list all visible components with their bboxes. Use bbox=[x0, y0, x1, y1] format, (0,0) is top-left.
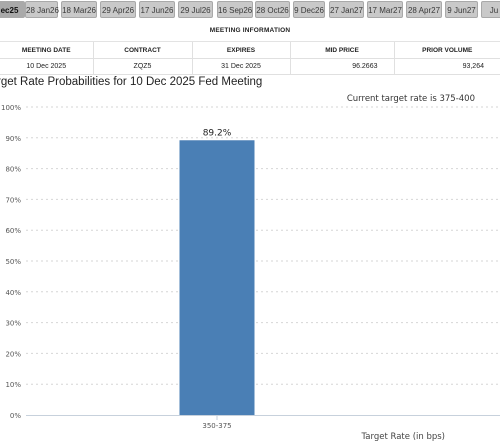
bar-data-label: 89.2% bbox=[203, 128, 232, 138]
cell-expires: 31 Dec 2025 bbox=[192, 58, 291, 75]
table-row: 10 Dec 2025 ZQZ5 31 Dec 2025 96.2663 93,… bbox=[0, 58, 500, 75]
header-prior-volume: PRIOR VOLUME bbox=[394, 42, 500, 59]
chart-grid bbox=[26, 106, 500, 385]
tab-29-apr-26[interactable]: 29 Apr26 bbox=[100, 1, 136, 18]
y-tick-label: 10% bbox=[5, 381, 21, 389]
meeting-information: MEETING INFORMATION MEETING DATE CONTRAC… bbox=[0, 21, 500, 75]
y-tick-label: 50% bbox=[5, 258, 21, 266]
header-expires: EXPIRES bbox=[192, 42, 291, 59]
tab-28-apr-27[interactable]: 28 Apr27 bbox=[406, 1, 442, 18]
tab-16-sep-26[interactable]: 16 Sep26 bbox=[217, 1, 253, 18]
y-axis-ticks: 0% 10% 20% 30% 40% 50% 60% 70% 80% 90% 100% bbox=[1, 104, 21, 420]
header-contract: CONTRACT bbox=[93, 42, 193, 59]
tab-18-mar-26[interactable]: 18 Mar26 bbox=[61, 1, 97, 18]
header-mid-price: MID PRICE bbox=[290, 42, 395, 59]
meeting-date-tabs: ec25 28 Jan26 18 Mar26 29 Apr26 17 Jun26… bbox=[0, 0, 500, 20]
y-tick-label: 70% bbox=[5, 196, 21, 204]
x-tick-label: 350-375 bbox=[202, 422, 231, 430]
tab-17-mar-27[interactable]: 17 Mar27 bbox=[367, 1, 403, 18]
tab-28-oct-26[interactable]: 28 Oct26 bbox=[255, 1, 290, 18]
tab-9-dec-26[interactable]: 9 Dec26 bbox=[293, 1, 325, 18]
probability-chart: Current target rate is 375-400 0% 10% 20% 3… bbox=[1, 94, 500, 442]
cell-prior-volume: 93,264 bbox=[394, 58, 500, 75]
y-tick-label: 20% bbox=[5, 350, 21, 358]
meeting-information-title: MEETING INFORMATION bbox=[0, 21, 500, 42]
cell-contract: ZQZ5 bbox=[93, 58, 193, 75]
bar-350-375 bbox=[179, 140, 255, 415]
tab-10-dec-25[interactable]: ec25 bbox=[0, 1, 25, 18]
chart-subtitle: Current target rate is 375-400 bbox=[347, 94, 475, 104]
tab-17-jun-26[interactable]: 17 Jun26 bbox=[139, 1, 175, 18]
y-tick-label: 60% bbox=[5, 227, 21, 235]
chart-title: rget Rate Probabilities for 10 Dec 2025 … bbox=[0, 76, 263, 88]
tab-jul-27[interactable]: Ju bbox=[481, 1, 500, 18]
x-axis-ticks: 350-375 bbox=[202, 415, 232, 430]
tab-29-jul-26[interactable]: 29 Jul26 bbox=[178, 1, 213, 18]
y-tick-label: 30% bbox=[5, 320, 21, 328]
y-tick-label: 80% bbox=[5, 166, 21, 174]
header-meeting-date: MEETING DATE bbox=[0, 42, 94, 59]
tab-9-jun-27[interactable]: 9 Jun27 bbox=[445, 1, 478, 18]
y-tick-label: 90% bbox=[5, 135, 21, 143]
tab-27-jan-27[interactable]: 27 Jan27 bbox=[329, 1, 364, 18]
y-tick-label: 100% bbox=[1, 104, 21, 112]
tab-28-jan-26[interactable]: 28 Jan26 bbox=[25, 1, 59, 18]
chart-bars: 89.2% bbox=[179, 128, 255, 415]
y-tick-label: 0% bbox=[10, 412, 21, 420]
x-axis-label: Target Rate (in bps) bbox=[361, 432, 446, 442]
meeting-information-table: MEETING DATE CONTRACT EXPIRES MID PRICE … bbox=[0, 42, 500, 75]
cell-mid-price: 96.2663 bbox=[290, 58, 395, 75]
cell-meeting-date: 10 Dec 2025 bbox=[0, 58, 94, 75]
table-header-row: MEETING DATE CONTRACT EXPIRES MID PRICE … bbox=[0, 42, 500, 59]
y-tick-label: 40% bbox=[5, 289, 21, 297]
